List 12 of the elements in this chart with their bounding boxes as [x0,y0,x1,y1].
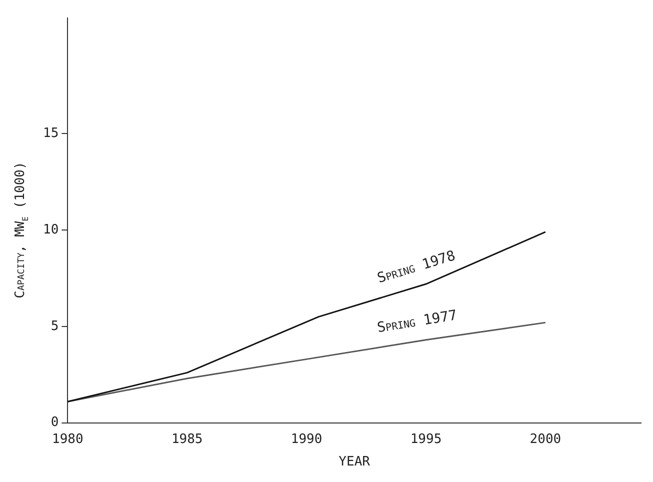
x-tick-label: 1995 [410,432,442,447]
x-tick-label: 1990 [290,432,322,447]
text: Spring 1977 [376,308,458,336]
x-tick-label: 2000 [530,432,562,447]
y-tick-label: 10 [42,222,59,238]
text: Spring 1978 [376,248,458,287]
x-axis-title: YEAR [338,454,370,470]
y-tick-label: 5 [50,318,59,334]
x-tick-label: 1980 [52,432,84,447]
y-tick-label: 15 [42,126,59,142]
x-tick-label: 1985 [171,432,203,447]
y-tick-label: 0 [50,415,59,430]
